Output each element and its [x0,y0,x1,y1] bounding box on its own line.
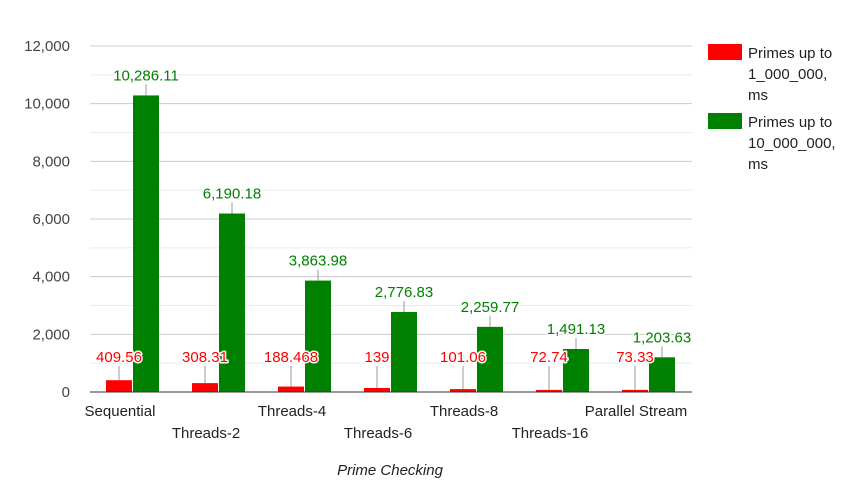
legend-label: Primes up to [748,45,832,62]
data-labels: 409.56 10,286.11 308.31 6,190.18 188.468 3,86… [95,66,693,390]
x-tick-label: Threads-6 [344,425,412,442]
legend-swatch [708,44,742,60]
data-label: 139 [364,349,389,366]
bar[interactable] [219,213,245,392]
bar[interactable] [563,349,589,392]
bar[interactable] [305,280,331,392]
y-tick-label: 4,000 [32,269,70,286]
legend[interactable]: Primes up to 1_000_000,ms Primes up to 10_0… [708,44,836,173]
bar[interactable] [133,95,159,392]
legend-swatch [708,113,742,129]
data-label: 6,190.18 [203,186,261,203]
data-label: 3,863.98 [289,253,347,270]
legend-label: Primes up to [748,114,832,131]
bar[interactable] [364,387,390,392]
bar[interactable] [391,311,417,392]
bar[interactable] [278,386,304,392]
data-label: 308.31 [182,349,228,366]
x-tick-label: Threads-2 [172,425,240,442]
data-label: 1,491.13 [547,321,605,338]
data-label: 2,776.83 [375,284,433,301]
data-label: 2,259.77 [461,299,519,316]
bar[interactable] [477,326,503,392]
legend-item[interactable]: Primes up to 10_000_000,ms [708,113,836,173]
x-axis-title: Prime Checking [337,462,444,479]
bar[interactable] [192,383,218,392]
y-axis-ticks: 0 2,000 4,000 6,000 8,000 10,000 12,000 [24,38,70,401]
y-tick-label: 6,000 [32,211,70,228]
x-axis-categories: Sequential Threads-2 Threads-4 Threads-6 Thr… [85,403,688,442]
bar[interactable] [649,357,675,392]
data-label: 72.74 [530,349,568,366]
y-tick-label: 8,000 [32,153,70,170]
bar[interactable] [450,389,476,392]
legend-label: 1_000_000, [748,66,827,83]
x-tick-label: Threads-8 [430,403,498,420]
y-tick-label: 12,000 [24,38,70,55]
legend-label: 10_000_000, [748,135,836,152]
x-tick-label: Threads-4 [258,403,326,420]
legend-label: ms [748,87,768,104]
gridlines [90,45,692,364]
data-label: 73.33 [616,349,654,366]
legend-label: ms [748,156,768,173]
x-tick-label: Threads-16 [512,425,589,442]
bar[interactable] [536,389,562,392]
bars [106,95,675,392]
bar[interactable] [106,380,132,392]
data-label: 101.06 [440,349,486,366]
data-label: 188.468 [264,349,318,366]
bar[interactable] [622,389,648,392]
legend-item[interactable]: Primes up to 1_000_000,ms [708,44,832,104]
y-tick-label: 10,000 [24,96,70,113]
data-label: 10,286.11 [113,67,179,84]
y-tick-label: 0 [62,384,70,401]
data-label: 1,203.63 [633,329,691,346]
x-tick-label: Parallel Stream [585,403,688,420]
x-tick-label: Sequential [85,403,156,420]
y-tick-label: 2,000 [32,326,70,343]
data-label: 409.56 [96,349,142,366]
